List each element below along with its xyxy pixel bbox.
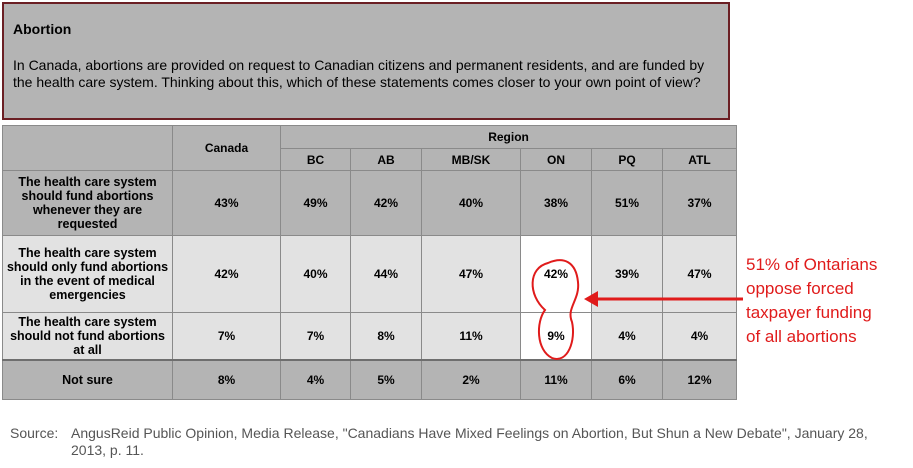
- table-row: The health care system should not fund a…: [2, 312, 738, 360]
- header-canada: Canada: [172, 125, 281, 171]
- annotation-text: 51% of Ontarians oppose forced taxpayer …: [746, 253, 906, 349]
- cell-canada: 43%: [172, 170, 281, 236]
- table-row: Not sure 8% 4% 5% 2% 11% 6% 12%: [2, 358, 738, 400]
- annotation-line: 51% of Ontarians: [746, 255, 878, 274]
- cell-pq: 51%: [591, 170, 663, 236]
- source-label: Source:: [10, 425, 59, 441]
- header-bc: BC: [280, 148, 351, 171]
- annotation-line: oppose forced: [746, 279, 854, 298]
- annotation-line: taxpayer funding: [746, 303, 872, 322]
- header-corner: [2, 125, 173, 171]
- cell-pq: 39%: [591, 235, 663, 313]
- annotation-line: of all abortions: [746, 327, 857, 346]
- cell-bc: 7%: [280, 312, 351, 360]
- header-atl: ATL: [661, 148, 738, 171]
- cell-mbsk: 2%: [421, 358, 521, 400]
- header-pq: PQ: [591, 148, 663, 171]
- row-label: The health care system should fund abort…: [2, 170, 173, 236]
- header-on: ON: [520, 148, 592, 171]
- cell-ab: 8%: [350, 312, 422, 360]
- results-table: Canada Region BC AB MB/SK ON PQ ATL The …: [2, 125, 738, 400]
- cell-bc: 4%: [280, 358, 351, 400]
- source-text: AngusReid Public Opinion, Media Release,…: [71, 425, 868, 458]
- cell-pq: 4%: [591, 312, 663, 360]
- cell-mbsk: 40%: [421, 170, 521, 236]
- cell-on: 42%: [520, 235, 592, 313]
- cell-canada: 42%: [172, 235, 281, 313]
- cell-canada: 8%: [172, 358, 281, 400]
- cell-ab: 5%: [350, 358, 422, 400]
- row-label: The health care system should only fund …: [2, 235, 173, 313]
- cell-bc: 40%: [280, 235, 351, 313]
- table-row: The health care system should only fund …: [2, 235, 738, 313]
- cell-pq: 6%: [591, 358, 663, 400]
- row-label: Not sure: [2, 358, 173, 400]
- cell-on: 9%: [520, 312, 592, 360]
- row-label: The health care system should not fund a…: [2, 312, 173, 360]
- table-row: The health care system should fund abort…: [2, 170, 738, 236]
- cell-atl: 37%: [661, 170, 738, 236]
- header-row-region: Canada Region: [2, 125, 738, 171]
- cell-mbsk: 47%: [421, 235, 521, 313]
- header-mbsk: MB/SK: [421, 148, 521, 171]
- cell-ab: 44%: [350, 235, 422, 313]
- question-box: Abortion In Canada, abortions are provid…: [2, 2, 730, 120]
- header-ab: AB: [350, 148, 422, 171]
- cell-canada: 7%: [172, 312, 281, 360]
- cell-atl: 12%: [661, 358, 738, 400]
- cell-atl: 4%: [661, 312, 738, 360]
- cell-mbsk: 11%: [421, 312, 521, 360]
- cell-ab: 42%: [350, 170, 422, 236]
- question-text: In Canada, abortions are provided on req…: [13, 57, 705, 90]
- cell-bc: 49%: [280, 170, 351, 236]
- cell-atl: 47%: [661, 235, 738, 313]
- question-title: Abortion: [13, 21, 72, 37]
- cell-on: 11%: [520, 358, 592, 400]
- cell-on: 38%: [520, 170, 592, 236]
- header-region: Region: [279, 125, 738, 149]
- header-row-regions: BC AB MB/SK ON PQ ATL: [3, 148, 738, 171]
